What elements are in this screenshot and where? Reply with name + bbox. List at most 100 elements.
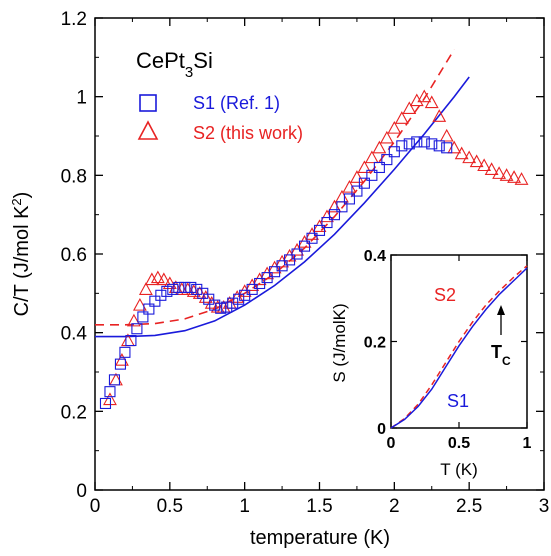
data-point-s2 <box>162 276 177 290</box>
data-point-s1 <box>351 185 363 197</box>
data-point-s2 <box>156 272 171 286</box>
data-point-s1 <box>191 283 203 295</box>
x-tick-label: 1 <box>239 496 250 517</box>
data-point-s1 <box>254 277 266 290</box>
data-point-s1 <box>173 281 185 293</box>
data-point-s1 <box>137 311 149 323</box>
data-point-s2 <box>499 168 514 181</box>
x-axis-label: temperature (K) <box>250 527 390 549</box>
inset-y-tick-label: 0.4 <box>364 248 386 265</box>
data-point-s1 <box>396 140 408 152</box>
data-point-s1 <box>131 323 143 335</box>
chart-title: CePt3Si <box>136 48 213 81</box>
data-point-s1 <box>203 293 215 305</box>
x-tick-label: 0.5 <box>157 496 183 517</box>
data-point-s2 <box>364 150 379 164</box>
data-point-s2 <box>144 272 159 286</box>
data-point-s2 <box>492 166 507 179</box>
data-point-s1 <box>269 266 281 278</box>
tc-arrow-head <box>497 305 505 315</box>
legend-marker-s1 <box>139 94 157 112</box>
data-point-s1 <box>418 136 430 148</box>
data-point-s2 <box>115 353 129 366</box>
data-point-s1 <box>441 142 453 154</box>
inset-chart: 0 0.5 1 0 0.2 0.4 T (K) S (J/molK) S2 S1 TC <box>330 248 532 479</box>
legend: S1 (Ref. 1) S2 (this work) <box>137 93 303 143</box>
inset-series-line-s2 <box>390 265 528 429</box>
data-point-s1 <box>388 146 400 158</box>
y-tick-label: 0 <box>76 481 87 502</box>
data-point-s1 <box>119 346 131 358</box>
legend-label-s1: S1 (Ref. 1) <box>193 93 280 113</box>
data-point-s2 <box>357 160 372 174</box>
data-point-s2 <box>439 128 454 142</box>
data-point-s2 <box>198 290 213 303</box>
data-point-s2 <box>409 93 424 107</box>
inset-x-tick-label: 1 <box>523 435 532 452</box>
inset-x-tick-label: 0 <box>387 435 396 452</box>
data-point-s2 <box>138 282 153 295</box>
y-tick-label: 1.2 <box>61 9 87 30</box>
data-point-s1 <box>276 260 288 272</box>
data-point-s1 <box>108 374 121 386</box>
data-point-s1 <box>161 285 173 297</box>
data-point-s1 <box>179 281 191 293</box>
data-point-s2 <box>447 140 462 154</box>
inset-label-s1: S1 <box>447 391 469 411</box>
data-point-s1 <box>125 334 137 347</box>
data-point-s2 <box>432 109 447 122</box>
data-point-s1 <box>215 302 227 314</box>
data-point-s1 <box>246 283 258 295</box>
inset-y-axis-label: S (J/molK) <box>330 303 349 382</box>
data-point-s2 <box>462 150 477 164</box>
data-point-s1 <box>291 248 303 260</box>
data-point-s1 <box>403 138 415 150</box>
x-tick-label: 2.5 <box>456 496 482 517</box>
data-point-s2 <box>394 111 409 124</box>
data-point-s2 <box>477 158 492 172</box>
data-point-s2 <box>204 296 219 309</box>
data-point-s1 <box>328 209 341 221</box>
inset-x-tick-label: 0.5 <box>448 435 470 452</box>
data-point-s2 <box>424 95 439 109</box>
legend-marker-s2 <box>137 120 159 140</box>
data-point-s2 <box>297 235 312 248</box>
inset-series-line-s1 <box>390 267 528 429</box>
x-tick-label: 1.5 <box>306 496 332 517</box>
y-tick-label: 0.4 <box>61 324 88 345</box>
main-ticks: 0 0.5 1 1.5 2 2.5 3 0 0.2 0.4 0.6 0.8 1 1.2 <box>61 9 550 517</box>
data-point-s2 <box>484 162 499 175</box>
data-point-s2 <box>126 313 141 327</box>
data-point-s1 <box>114 358 126 370</box>
data-point-s1 <box>99 397 112 410</box>
main-plot-area <box>95 49 529 410</box>
x-tick-label: 0 <box>90 496 101 517</box>
data-point-s1 <box>239 289 251 301</box>
data-point-s2 <box>186 284 201 297</box>
data-point-s1 <box>426 138 438 150</box>
data-point-s2 <box>514 172 529 185</box>
data-point-s1 <box>298 240 311 252</box>
data-point-s1 <box>381 154 393 166</box>
tc-annotation: TC <box>491 305 511 368</box>
inset-ticks: 0 0.5 1 0 0.2 0.4 <box>364 248 532 452</box>
data-point-s1 <box>321 216 333 229</box>
data-point-s2 <box>417 89 432 103</box>
data-point-s2 <box>109 372 123 386</box>
data-point-s2 <box>305 227 319 240</box>
inset-background <box>387 252 527 427</box>
data-point-s2 <box>180 282 195 295</box>
data-point-s1 <box>358 177 370 189</box>
y-tick-label: 0.2 <box>61 402 87 423</box>
data-point-s1 <box>336 201 348 213</box>
inset-plot-area <box>390 265 528 429</box>
inset-label-s2: S2 <box>434 285 456 305</box>
data-point-s2 <box>372 140 387 154</box>
data-point-s1 <box>185 281 197 293</box>
data-point-s2 <box>132 297 147 311</box>
data-point-s2 <box>402 101 417 115</box>
y-axis-label: C/T (J/mol K2) <box>9 192 34 317</box>
data-point-s1 <box>104 386 116 398</box>
data-point-s1 <box>155 289 167 301</box>
